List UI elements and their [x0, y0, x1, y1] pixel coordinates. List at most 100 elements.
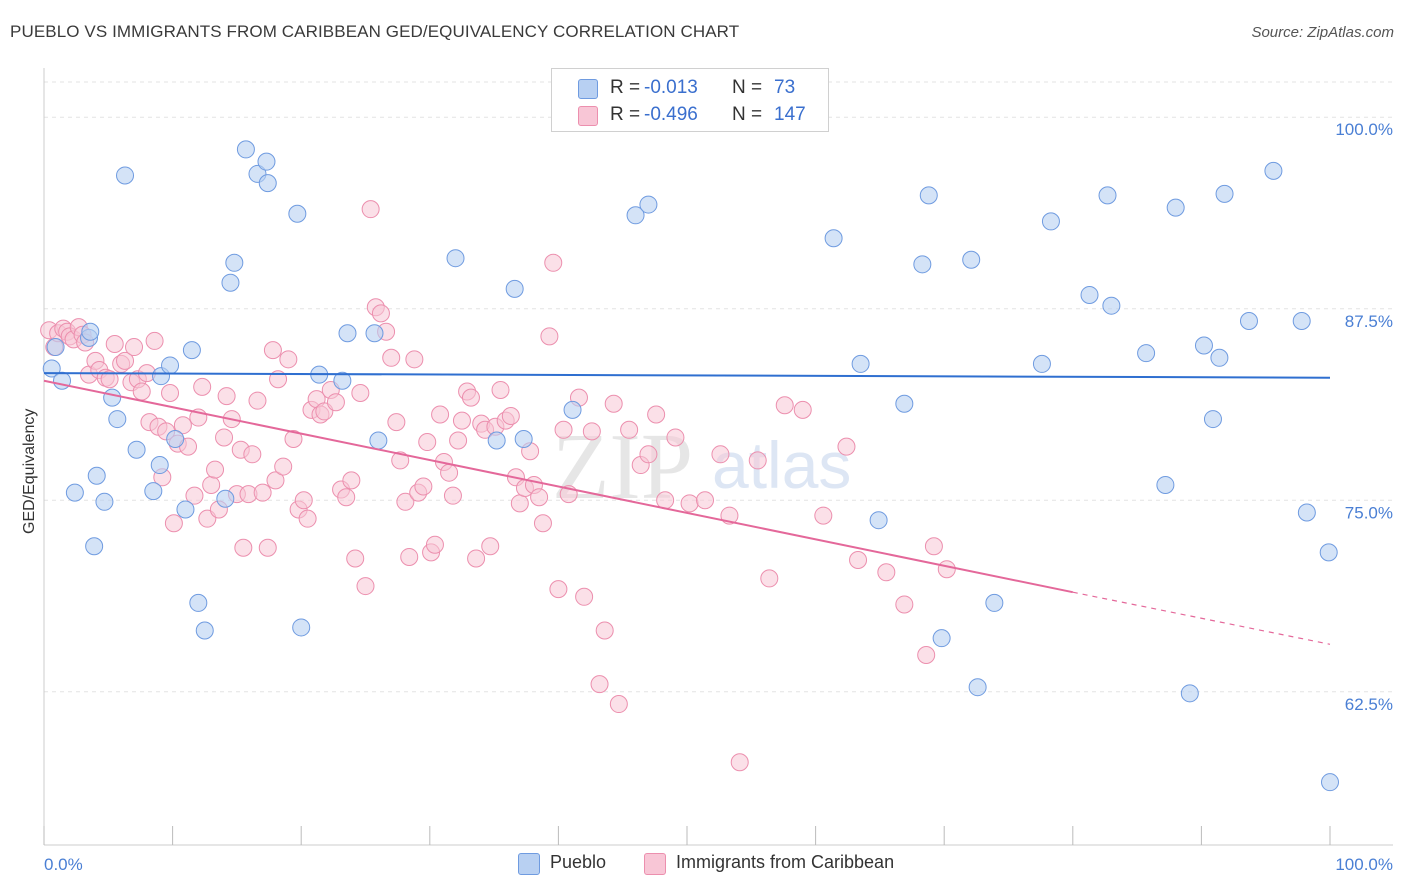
bottom-legend-swatch-caribbean [644, 853, 666, 875]
caribbean-point [917, 646, 936, 665]
caribbean-point [775, 396, 794, 415]
pueblo-point [46, 338, 65, 357]
caribbean-point [356, 577, 375, 596]
caribbean-point [269, 370, 288, 389]
pueblo-point [824, 229, 843, 248]
pueblo-point [869, 511, 888, 530]
bottom-legend-swatch-pueblo [518, 853, 540, 875]
caribbean-point [337, 488, 356, 507]
caribbean-point [298, 509, 317, 528]
axes [43, 68, 1393, 846]
x-tick-label-max: 100.0% [1335, 855, 1393, 874]
caribbean-point [461, 388, 480, 407]
legend-n-value: 147 [774, 104, 806, 125]
pueblo-point [1180, 684, 1199, 703]
pueblo-point [258, 174, 277, 193]
legend: R = -0.013 N = 73 R = -0.496 N = 147 [551, 68, 829, 132]
caribbean-point [351, 384, 370, 403]
caribbean-point [431, 405, 450, 424]
caribbean-point [647, 405, 666, 424]
pueblo-point [65, 483, 84, 502]
legend-row-pueblo: R = -0.013 N = 73 [552, 75, 828, 101]
pueblo-point [1032, 354, 1051, 373]
legend-r-value: -0.013 [644, 77, 698, 98]
pueblo-point [127, 440, 146, 459]
pueblo-point [95, 492, 114, 511]
caribbean-point [449, 431, 468, 450]
caribbean-point [217, 387, 236, 406]
pueblo-point [1080, 285, 1099, 304]
legend-n-label: N = [732, 77, 763, 98]
caribbean-point [145, 331, 164, 350]
trend-lines [43, 372, 1331, 645]
caribbean-point [590, 675, 609, 694]
caribbean-point [793, 400, 812, 419]
caribbean-point [620, 420, 639, 439]
pueblo-point [913, 255, 932, 274]
pueblo-point [639, 195, 658, 214]
caribbean-point [748, 451, 767, 470]
pueblo-point [1194, 336, 1213, 355]
pueblo-point [851, 354, 870, 373]
pueblo-point [1215, 184, 1234, 203]
y-tick-label: 87.5% [1345, 312, 1393, 331]
pueblo-point [176, 500, 195, 519]
caribbean-point [501, 407, 520, 426]
caribbean-point [100, 370, 119, 389]
caribbean-point [595, 621, 614, 640]
pueblo-point [1319, 543, 1338, 562]
legend-r-label: R = [610, 77, 641, 98]
pueblo-point [166, 429, 185, 448]
caribbean-point [481, 537, 500, 556]
caribbean-point [206, 460, 225, 479]
caribbean-point [604, 394, 623, 413]
caribbean-point [125, 338, 144, 357]
pueblo-point [1156, 475, 1175, 494]
caribbean-point [680, 494, 699, 513]
caribbean-point [924, 537, 943, 556]
caribbean-point [711, 445, 730, 464]
pueblo-point [1292, 312, 1311, 331]
pueblo-point [1203, 410, 1222, 429]
pueblo-point [338, 324, 357, 343]
caribbean-point [443, 486, 462, 505]
caribbean-point [452, 411, 471, 430]
legend-swatch-pueblo [578, 79, 598, 99]
y-tick-label: 75.0% [1345, 503, 1393, 522]
pueblo-point [563, 400, 582, 419]
pueblo-point [962, 250, 981, 269]
pueblo-point [1264, 161, 1283, 180]
legend-r-label: R = [610, 104, 641, 125]
pueblo-point [932, 629, 951, 648]
legend-swatch-caribbean [578, 106, 598, 126]
caribbean-trend-extension [1072, 591, 1331, 645]
caribbean-point [361, 200, 380, 219]
caribbean-point [382, 348, 401, 367]
caribbean-point [491, 380, 510, 399]
caribbean-point [258, 538, 277, 557]
caribbean-point [202, 475, 221, 494]
caribbean-point [609, 695, 628, 714]
caribbean-point [326, 393, 345, 412]
caribbean-point [849, 551, 868, 570]
pueblo-point [1239, 312, 1258, 331]
caribbean-point [837, 437, 856, 456]
pueblo-point [505, 279, 524, 298]
caribbean-point [760, 569, 779, 588]
caribbean-point [540, 327, 559, 346]
caribbean-point [530, 488, 549, 507]
pueblo-point [216, 489, 235, 508]
y-tick-label: 100.0% [1335, 120, 1393, 139]
pueblo-point [195, 621, 214, 640]
pueblo-point [1166, 198, 1185, 217]
pueblo-point [236, 140, 255, 159]
caribbean-point [391, 451, 410, 470]
caribbean-point [405, 350, 424, 369]
pueblo-point [225, 253, 244, 272]
pueblo-point [288, 204, 307, 223]
pueblo-point [1210, 348, 1229, 367]
caribbean-point [105, 334, 124, 353]
pueblo-point [81, 322, 100, 341]
pueblo-point [87, 466, 106, 485]
